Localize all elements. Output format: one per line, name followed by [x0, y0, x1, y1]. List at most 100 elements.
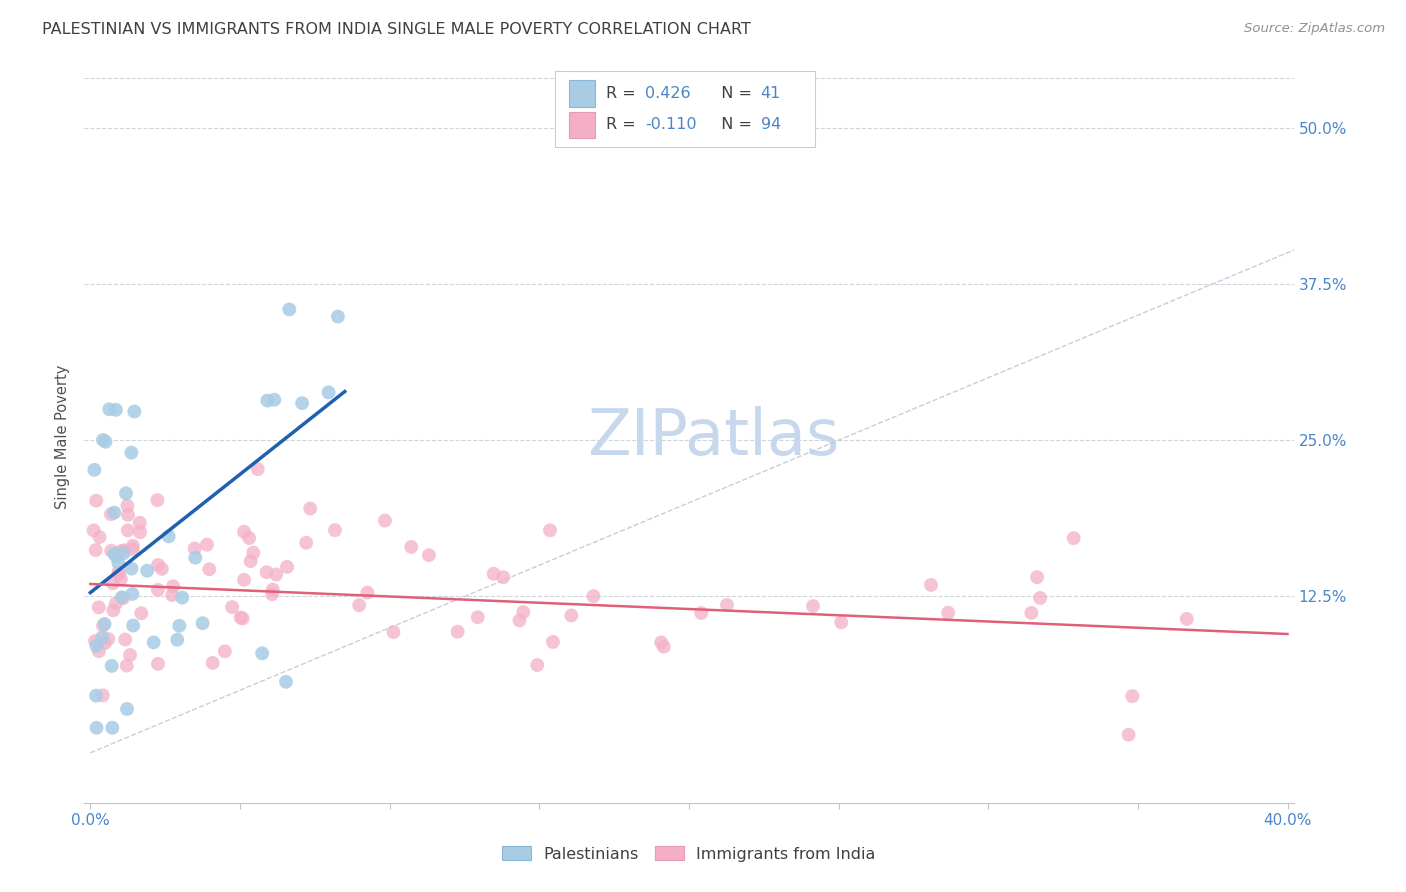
Point: [84, 634, 107, 648]
Point: [246, 462, 269, 476]
Point: [278, 302, 301, 317]
Point: [295, 535, 318, 549]
Text: Source: ZipAtlas.com: Source: ZipAtlas.com: [1244, 22, 1385, 36]
Point: [1121, 689, 1143, 703]
Point: [107, 566, 129, 580]
Point: [94, 434, 117, 449]
Point: [830, 615, 852, 630]
Point: [93, 617, 115, 632]
Point: [146, 657, 169, 671]
Text: -0.110: -0.110: [645, 118, 697, 132]
Point: [509, 614, 531, 628]
Point: [274, 674, 297, 689]
Text: 41: 41: [761, 87, 780, 101]
Point: [690, 606, 713, 620]
Point: [118, 648, 141, 662]
Point: [117, 524, 139, 538]
Point: [291, 396, 314, 410]
Point: [120, 561, 142, 575]
Point: [146, 582, 169, 597]
Point: [936, 606, 959, 620]
Point: [104, 402, 127, 417]
Point: [221, 600, 243, 615]
Point: [374, 514, 396, 528]
Point: [100, 507, 122, 521]
Point: [91, 689, 114, 703]
Point: [117, 499, 139, 513]
Point: [1029, 591, 1052, 605]
Point: [110, 544, 132, 558]
Point: [276, 560, 298, 574]
Point: [184, 550, 207, 565]
Point: [101, 576, 124, 591]
Point: [128, 516, 150, 530]
Point: [299, 501, 322, 516]
Point: [94, 636, 117, 650]
Text: N =: N =: [711, 87, 758, 101]
Point: [920, 578, 942, 592]
Point: [401, 540, 423, 554]
Point: [103, 603, 125, 617]
Text: R =: R =: [606, 87, 641, 101]
Point: [121, 539, 143, 553]
Point: [482, 566, 505, 581]
Point: [112, 546, 135, 560]
Point: [146, 558, 169, 572]
Point: [107, 566, 129, 581]
Point: [111, 591, 134, 605]
Point: [263, 392, 285, 407]
Point: [157, 529, 180, 543]
Point: [214, 644, 236, 658]
Point: [89, 530, 111, 544]
Point: [103, 547, 125, 561]
Point: [541, 635, 564, 649]
Point: [110, 572, 132, 586]
Point: [146, 493, 169, 508]
Point: [172, 591, 194, 605]
Point: [100, 659, 122, 673]
Point: [83, 524, 105, 538]
Point: [652, 640, 675, 654]
Point: [242, 546, 264, 560]
Point: [112, 543, 135, 558]
Point: [166, 632, 188, 647]
Text: PALESTINIAN VS IMMIGRANTS FROM INDIA SINGLE MALE POVERTY CORRELATION CHART: PALESTINIAN VS IMMIGRANTS FROM INDIA SIN…: [42, 22, 751, 37]
Point: [262, 587, 284, 601]
Text: ZIPatlas: ZIPatlas: [586, 406, 839, 468]
Point: [256, 566, 278, 580]
Point: [129, 607, 152, 621]
Point: [382, 625, 405, 640]
Point: [239, 554, 262, 568]
Point: [1175, 612, 1198, 626]
Point: [323, 523, 346, 537]
Point: [87, 600, 110, 615]
Point: [229, 610, 252, 624]
Point: [121, 542, 143, 557]
Point: [107, 556, 129, 570]
Point: [84, 493, 107, 508]
Point: [1026, 570, 1049, 584]
Point: [105, 596, 128, 610]
Point: [91, 631, 114, 645]
Point: [238, 531, 260, 545]
Point: [115, 702, 138, 716]
Point: [356, 585, 378, 599]
Legend: Palestinians, Immigrants from India: Palestinians, Immigrants from India: [496, 839, 882, 868]
Point: [97, 632, 120, 646]
Point: [91, 433, 114, 447]
Point: [418, 548, 440, 562]
Point: [100, 543, 122, 558]
Point: [114, 632, 136, 647]
Point: [1063, 531, 1085, 545]
Point: [1021, 606, 1043, 620]
Point: [801, 599, 824, 613]
Point: [150, 562, 173, 576]
Point: [446, 624, 468, 639]
Point: [1118, 728, 1140, 742]
Point: [142, 635, 165, 649]
Text: N =: N =: [711, 118, 758, 132]
Point: [120, 445, 142, 459]
Text: R =: R =: [606, 118, 641, 132]
Point: [233, 573, 256, 587]
Point: [98, 402, 121, 417]
